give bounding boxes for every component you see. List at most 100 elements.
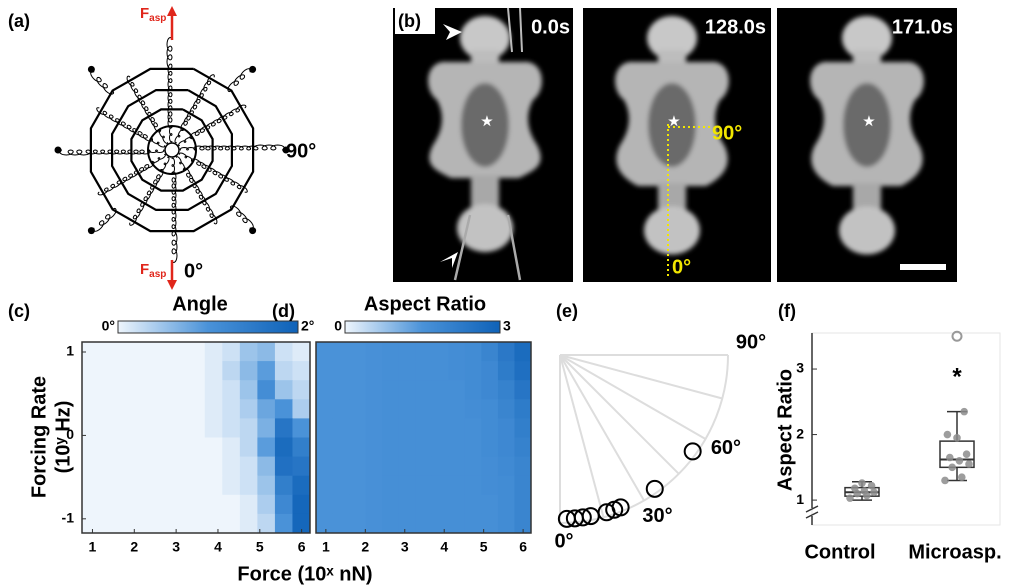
heatmap-cell — [399, 418, 416, 438]
heatmap-cell — [170, 380, 188, 400]
heatmap-cell — [152, 361, 170, 381]
heatmap-cell — [257, 457, 275, 477]
heatmap-cell — [498, 399, 515, 419]
colorbar-tick-label: 0° — [102, 318, 115, 334]
colorbar — [345, 321, 500, 333]
force-symbol: F — [140, 261, 149, 278]
heatmap-cell — [498, 476, 515, 496]
chart-title: Aspect Ratio — [364, 293, 486, 315]
heatmap-cell — [257, 342, 275, 362]
heatmap-cell — [135, 476, 153, 496]
heatmap-cell — [333, 514, 350, 534]
colorbar-tick-label: 3 — [503, 318, 511, 334]
grid-spoke — [560, 355, 603, 517]
colorbar — [118, 321, 298, 333]
heatmap-cell — [514, 418, 531, 438]
heatmap-cell — [465, 418, 482, 438]
heatmap-cell — [514, 495, 531, 515]
heatmap-cell — [366, 514, 383, 534]
heatmap-cell — [187, 418, 205, 438]
heatmap-cell — [366, 438, 383, 458]
x-tick-label: 2 — [361, 539, 369, 555]
y-tick-label: -1 — [62, 510, 75, 526]
heatmap-cell — [465, 495, 482, 515]
heatmap-cell — [349, 361, 366, 381]
heatmap-cell — [349, 514, 366, 534]
heatmap-cell — [117, 438, 135, 458]
heatmap-cell — [399, 399, 416, 419]
heatmap-cell — [152, 342, 170, 362]
heatmap-cell — [152, 457, 170, 477]
heatmap-cell — [465, 380, 482, 400]
heatmap-cell — [316, 418, 333, 438]
heatmap-cell — [240, 418, 258, 438]
cell-foot — [457, 204, 513, 252]
heatmap-cell — [514, 438, 531, 458]
heatmap-cell — [100, 361, 118, 381]
heatmap-cell — [100, 418, 118, 438]
x-tick-label: 3 — [172, 539, 180, 555]
spring — [179, 138, 192, 146]
angle-tick-label: 60° — [711, 437, 741, 459]
arrow-head — [167, 280, 177, 290]
spring — [160, 131, 168, 144]
heatmap-cell — [205, 342, 223, 362]
heatmap-cell — [366, 380, 383, 400]
x-tick-label: Microasp. — [908, 541, 1001, 563]
heatmap-cell — [349, 438, 366, 458]
force-symbol: F — [140, 5, 149, 22]
heatmap-cell — [399, 380, 416, 400]
heatmap-cell — [222, 361, 240, 381]
heatmap-cell — [514, 342, 531, 362]
anchor-pin — [88, 66, 95, 73]
heatmap-cell — [257, 418, 275, 438]
data-point — [965, 460, 973, 468]
heatmap-cell — [432, 495, 449, 515]
heatmap-cell — [257, 495, 275, 515]
heatmap-cell — [333, 457, 350, 477]
spring — [93, 208, 116, 231]
data-point — [948, 464, 956, 472]
heatmap-cell — [382, 457, 399, 477]
angle-label: 90° — [712, 122, 742, 144]
heatmap-cell — [117, 495, 135, 515]
heatmap-cell — [240, 457, 258, 477]
heatmap-cell — [432, 476, 449, 496]
heatmap-cell — [399, 342, 416, 362]
spring — [170, 127, 173, 142]
heatmap-cell — [275, 361, 293, 381]
data-point — [963, 450, 971, 458]
heatmap-cell — [205, 476, 223, 496]
heatmap-cell — [170, 342, 188, 362]
y-tick-label: 2 — [796, 425, 804, 441]
heatmap-cell — [135, 399, 153, 419]
spring — [228, 69, 251, 92]
heatmap-cell — [187, 476, 205, 496]
data-point — [953, 434, 961, 442]
heatmap-cell — [135, 457, 153, 477]
heatmap-cell — [82, 380, 100, 400]
heatmap-cell — [187, 514, 205, 534]
heatmap-cell — [415, 495, 432, 515]
heatmap-cell — [257, 380, 275, 400]
heatmap-cell — [432, 399, 449, 419]
heatmap-cell — [292, 438, 310, 458]
heatmap-cell — [292, 418, 310, 438]
heatmap-cell — [366, 399, 383, 419]
heatmap-cell — [100, 438, 118, 458]
x-tick-label: 5 — [256, 539, 264, 555]
angle-tick-label: 30° — [642, 505, 672, 527]
heatmap-cell — [275, 399, 293, 419]
heatmap-cell — [514, 476, 531, 496]
heatmap-cell — [481, 342, 498, 362]
heatmap-cell — [514, 457, 531, 477]
heatmap-cell — [117, 514, 135, 534]
heatmap-cell — [481, 457, 498, 477]
heatmap-cell — [498, 495, 515, 515]
heatmap-cell — [292, 495, 310, 515]
data-point — [958, 473, 966, 481]
heatmap-cell — [205, 380, 223, 400]
y-axis-label: Aspect Ratio — [774, 369, 796, 491]
heatmap-cell — [366, 495, 383, 515]
heatmap-cell — [432, 514, 449, 534]
